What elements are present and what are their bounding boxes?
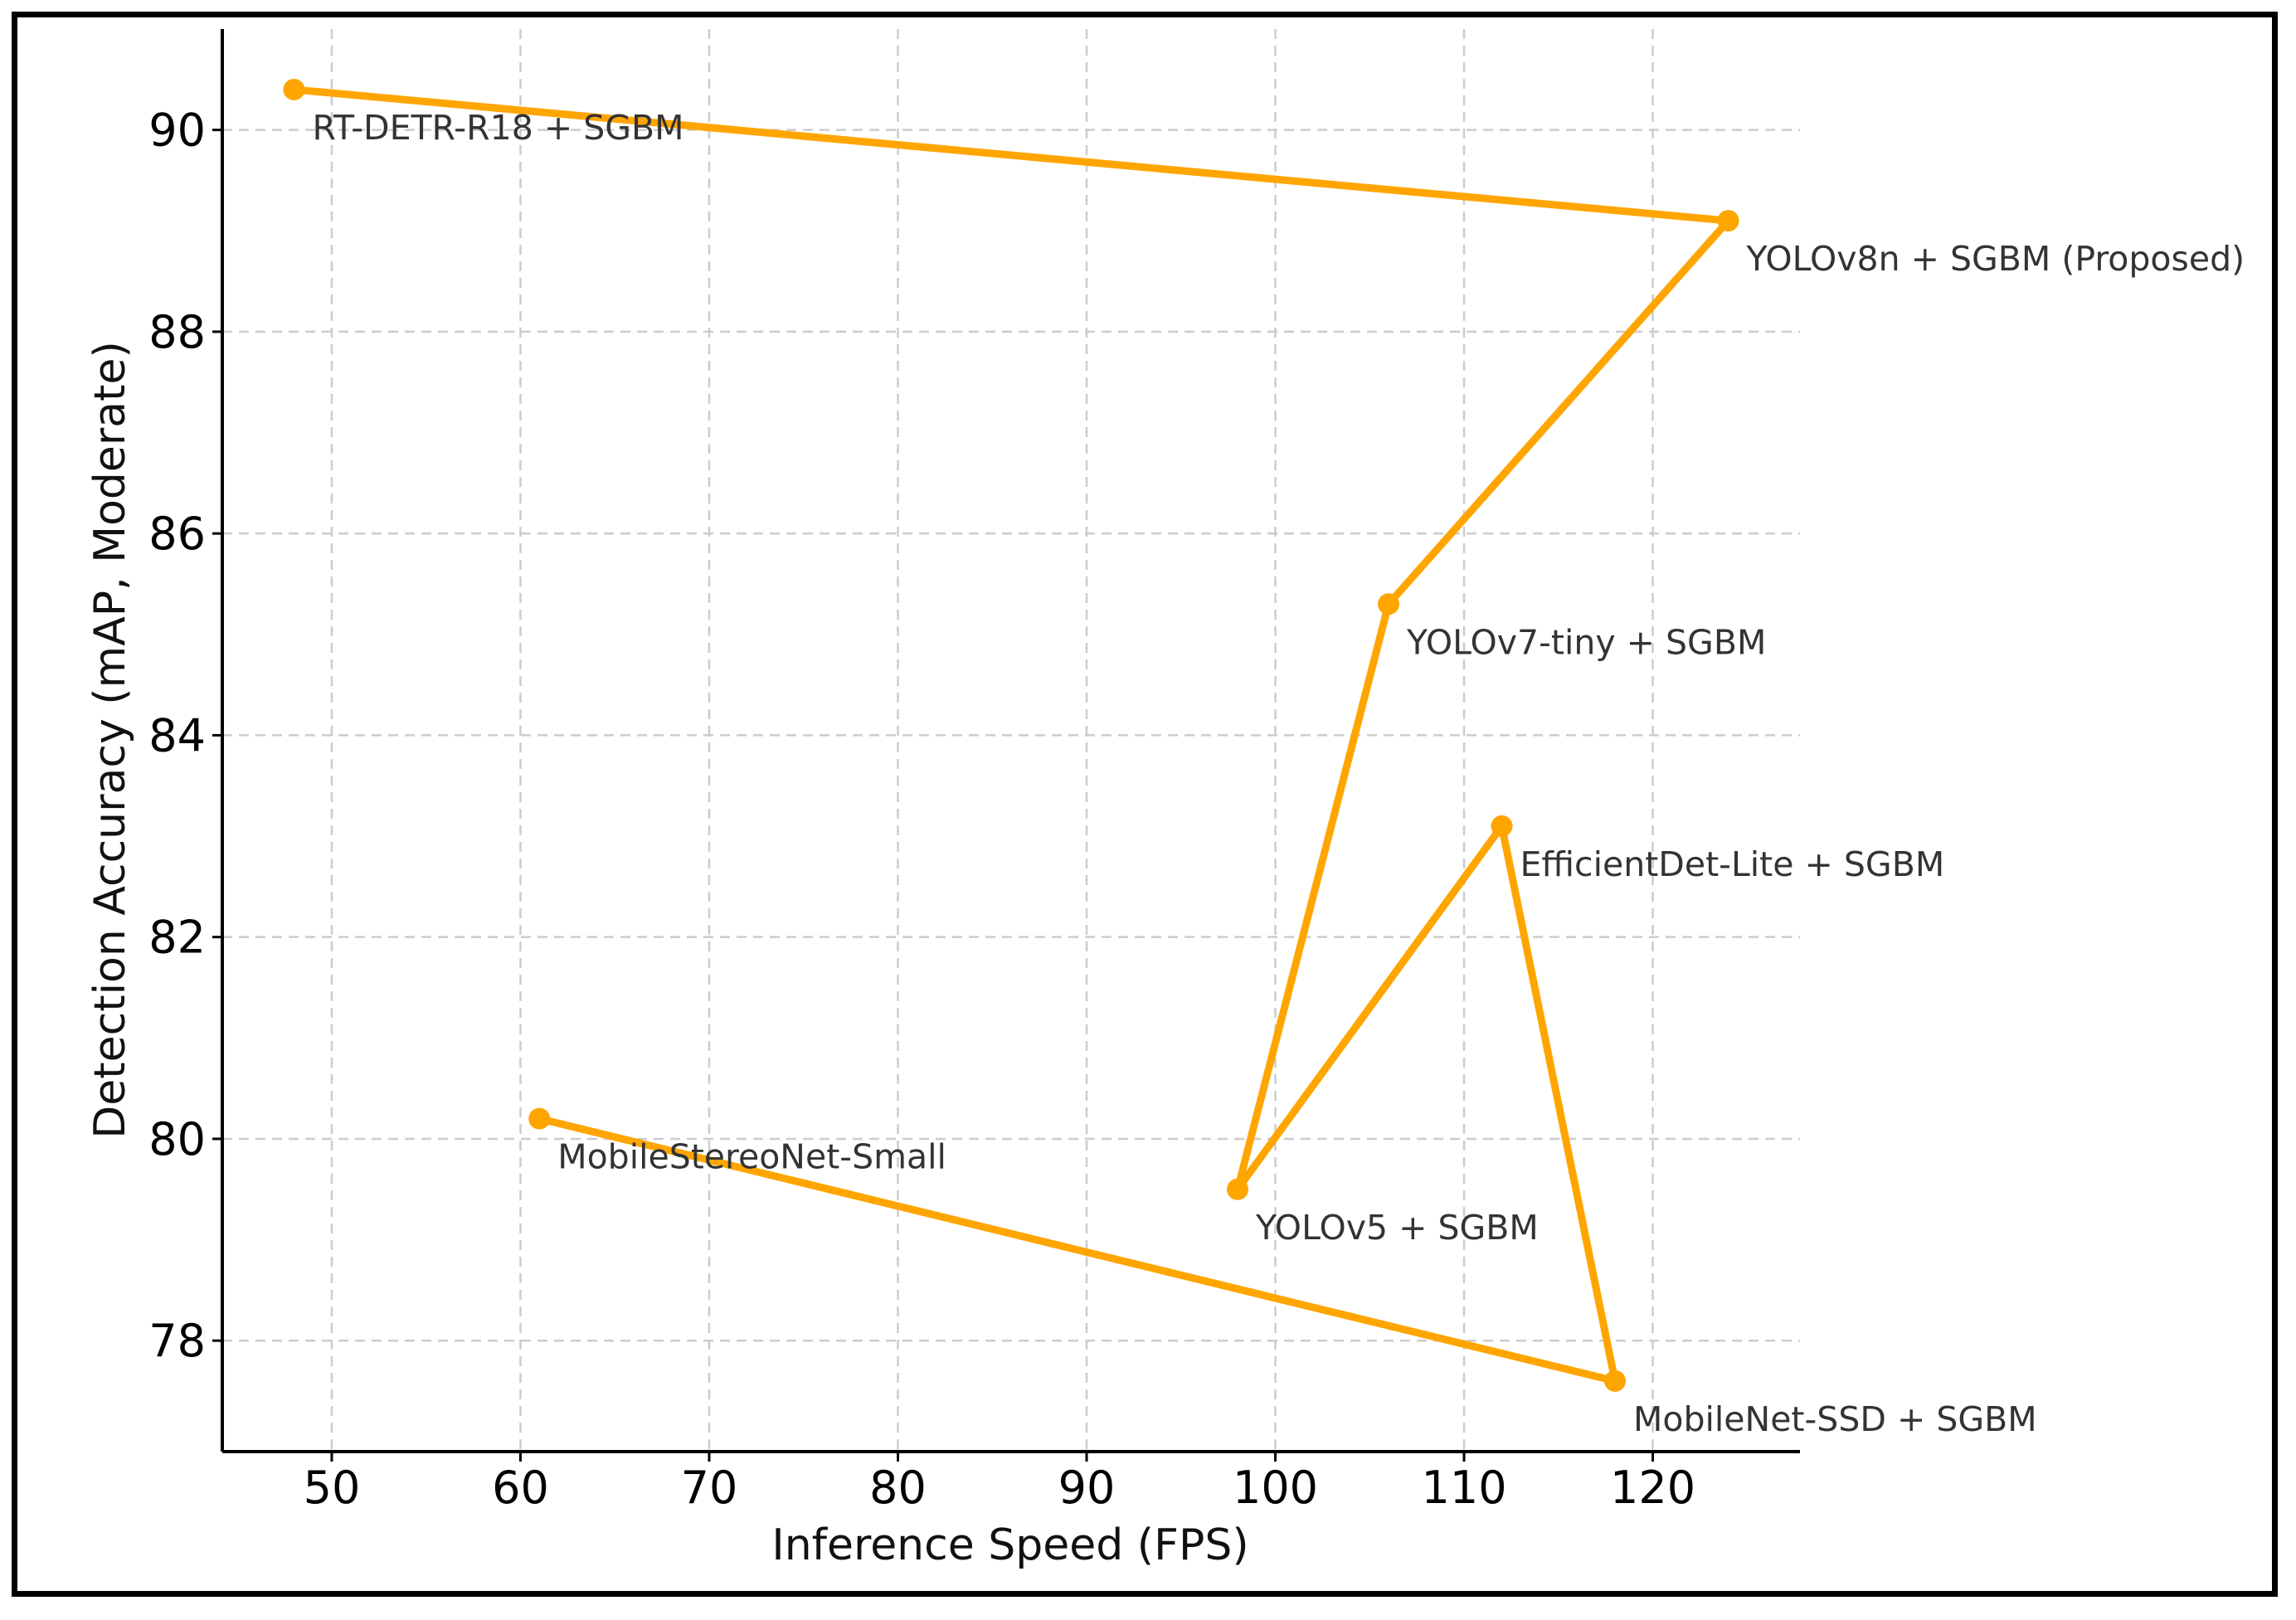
data-point: [1604, 1369, 1627, 1392]
y-tick-label: 86: [148, 508, 206, 560]
data-point: [1717, 210, 1739, 232]
data-point: [1491, 815, 1513, 837]
x-axis-title: Inference Speed (FPS): [771, 1520, 1248, 1570]
grid: [222, 29, 1800, 1452]
data-point-label: YOLOv5 + SGBM: [1255, 1208, 1539, 1248]
x-tick-label: 120: [1610, 1462, 1695, 1514]
data-point-label: MobileStereoNet-Small: [557, 1137, 946, 1177]
y-tick-label: 82: [148, 912, 206, 964]
y-tick-label: 84: [148, 709, 206, 761]
data-point: [528, 1107, 551, 1130]
data-point: [1378, 593, 1400, 615]
data-point-label: MobileNet-SSD + SGBM: [1633, 1399, 2037, 1439]
x-tick-label: 50: [304, 1462, 361, 1514]
y-axis-title: Detection Accuracy (mAP, Moderate): [85, 341, 135, 1139]
data-point-label: RT-DETR-R18 + SGBM: [312, 108, 683, 148]
y-tick-label: 90: [148, 105, 206, 157]
axes: 50 60 70 80 90 100 110 120 78 80 82 84 86 88 90: [148, 29, 1800, 1514]
point-labels: RT-DETR-R18 + SGBM YOLOv8n + SGBM (Propos…: [312, 108, 2245, 1439]
chart-frame: [12, 12, 2278, 1597]
y-tick-label: 78: [148, 1315, 206, 1367]
x-tick-label: 110: [1421, 1462, 1506, 1514]
data-point-label: YOLOv7-tiny + SGBM: [1406, 622, 1766, 662]
y-tick-label: 88: [148, 306, 206, 358]
x-tick-label: 60: [492, 1462, 549, 1514]
x-tick-label: 100: [1233, 1462, 1318, 1514]
series: [283, 78, 1739, 1392]
data-point-label: YOLOv8n + SGBM (Proposed): [1746, 239, 2245, 279]
data-point: [283, 78, 305, 100]
x-tick-label: 70: [681, 1462, 738, 1514]
data-point-label: EfficientDet-Lite + SGBM: [1520, 844, 1945, 884]
y-tick-label: 80: [148, 1113, 206, 1165]
data-point: [1227, 1178, 1249, 1200]
x-tick-label: 90: [1058, 1462, 1116, 1514]
x-tick-label: 80: [869, 1462, 927, 1514]
